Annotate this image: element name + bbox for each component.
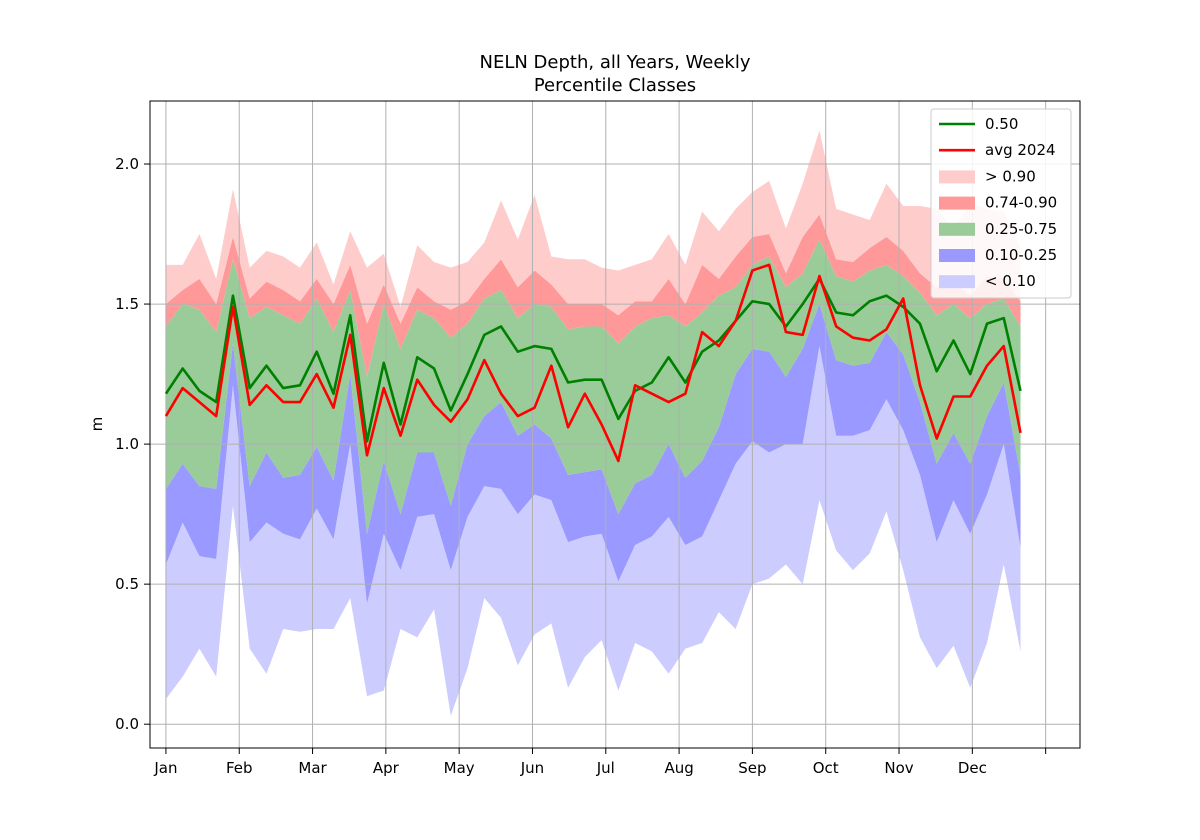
y-axis-label: m [88, 417, 106, 432]
y-tick-label: 1.0 [115, 435, 139, 453]
band-0-25-0-75 [165, 239, 1021, 534]
x-tick-label: Nov [884, 759, 913, 777]
x-tick-label: Apr [373, 759, 400, 777]
x-tick-label: Dec [958, 759, 987, 777]
x-tick-label: Sep [738, 759, 766, 777]
legend-label-0-74-0-90: 0.74-0.90 [985, 194, 1057, 212]
legend-label-0-10-0-25: 0.10-0.25 [985, 246, 1057, 264]
x-tick-label: Feb [226, 759, 253, 777]
legend-swatch-0-25-0-75 [939, 222, 975, 236]
y-tick-label: 2.0 [115, 155, 139, 173]
legend-label-0-10: < 0.10 [985, 272, 1036, 290]
percentile-bands [165, 130, 1021, 716]
legend-swatch-0-10-0-25 [939, 249, 975, 262]
x-tick-label: Aug [664, 759, 693, 777]
x-tick-label: May [444, 759, 475, 777]
chart-subtitle: Percentile Classes [534, 75, 696, 96]
band-0-90 [165, 130, 1021, 324]
legend-label-avg-2024: avg 2024 [985, 141, 1056, 159]
legend-label-0-90: > 0.90 [985, 167, 1036, 185]
legend-swatch-0-10 [939, 275, 975, 289]
plot-frame [149, 100, 1081, 749]
grid-lines [150, 101, 1080, 748]
chart-title: NELN Depth, all Years, Weekly [480, 52, 751, 73]
band-0-10-0-25 [165, 304, 1021, 604]
legend-label-0-50: 0.50 [985, 115, 1018, 133]
band-0-10 [165, 346, 1021, 716]
x-tick-label: Jul [596, 759, 615, 777]
series-line-0-50 [164, 277, 1022, 443]
x-tick-label: Oct [813, 759, 839, 777]
y-tick-label: 1.5 [115, 295, 139, 313]
x-tick-label: Mar [298, 759, 327, 777]
legend: 0.50 avg 2024 > 0.90 0.74-0.90 0.25-0.75 0.10… [930, 108, 1072, 299]
series-line-avg-2024 [164, 263, 1022, 463]
y-axis-ticks: 0.0 0.5 1.0 1.5 2.0 [115, 155, 150, 733]
x-axis-ticks: Jan Feb Mar Apr May Jun Jul Aug Sep Oct Nov Dec [153, 748, 1047, 777]
y-tick-label: 0.0 [115, 715, 139, 733]
legend-label-0-25-0-75: 0.25-0.75 [985, 220, 1057, 238]
x-tick-label: Jun [520, 759, 544, 777]
series-lines [164, 263, 1022, 463]
band-0-74-0-90 [165, 214, 1021, 377]
y-tick-label: 0.5 [115, 575, 139, 593]
legend-swatch-0-74-0-90 [939, 196, 975, 210]
x-tick-label: Jan [153, 759, 177, 777]
legend-swatch-0-90 [939, 170, 975, 184]
